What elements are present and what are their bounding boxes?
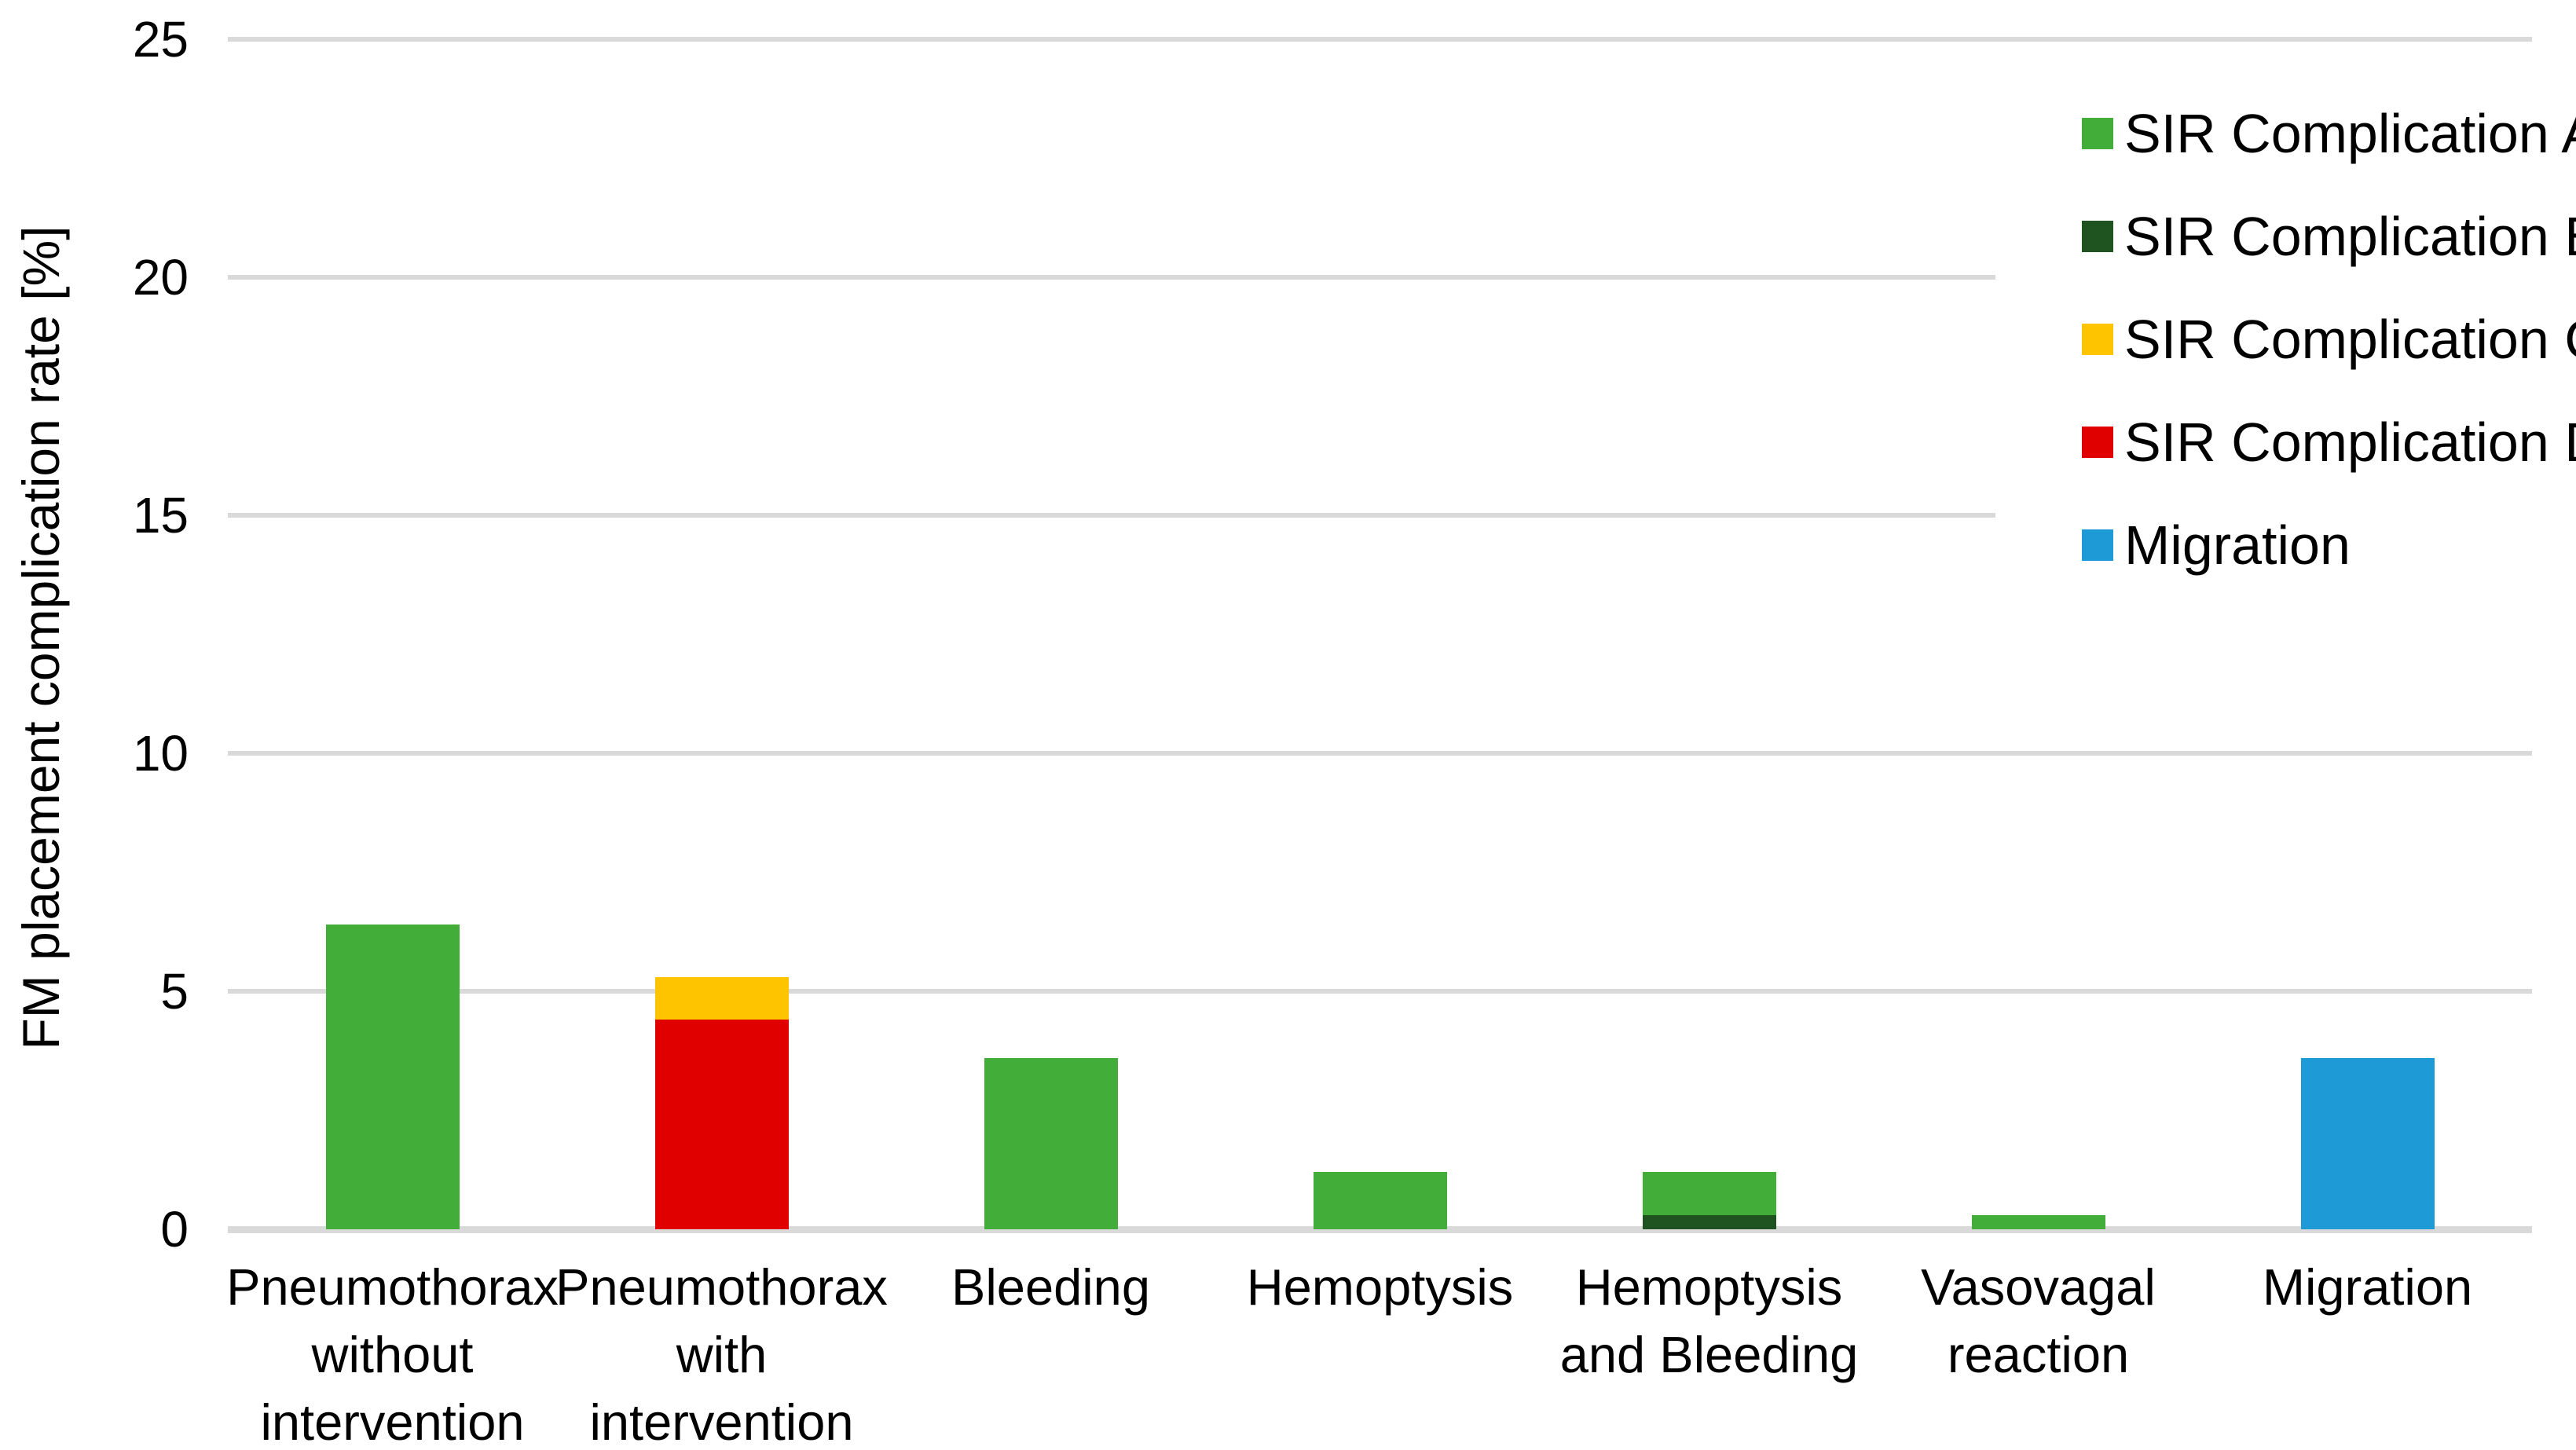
x-category-label: Hemoptysis and Bleeding [1559,1258,1859,1383]
x-category-label: Bleeding [951,1258,1150,1316]
legend: SIR Complication A SIR Complication B SIR … [1995,55,2576,621]
y-tick-label: 20 [132,249,189,306]
y-tick-label: 0 [160,1201,189,1258]
legend-item: SIR Complication A [2082,106,2576,161]
legend-label: SIR Complication A [2124,103,2576,164]
bar-segment [2300,1057,2435,1229]
gridline [228,37,2532,42]
gridline [228,751,2532,756]
legend-label: SIR Complication D [2124,412,2576,473]
bar-segment [1642,1172,1776,1215]
legend-item: SIR Complication B [2082,209,2576,264]
x-category-label: Vasovagal reaction [1921,1258,2156,1383]
gridline [228,513,2532,518]
legend-label: SIR Complication C [2124,309,2576,370]
legend-swatch [2082,427,2113,458]
x-category-label: Migration [2262,1258,2473,1316]
y-axis-title: FM placement complication rate [%] [12,225,70,1050]
y-tick-label: 25 [132,11,189,68]
legend-label: Migration [2124,514,2351,576]
gridline [228,275,2532,280]
legend-label: SIR Complication B [2124,206,2576,267]
y-tick-label: 15 [132,487,189,544]
x-axis-line [228,1225,2532,1233]
gridline [228,989,2532,994]
bar-segment [654,1020,789,1229]
bar-segment [984,1057,1118,1229]
legend-swatch [2082,529,2113,561]
legend-swatch [2082,221,2113,252]
legend-item: Migration [2082,518,2351,573]
bar-segment [1971,1214,2105,1229]
legend-item: SIR Complication D [2082,415,2576,470]
y-tick-label: 10 [132,725,189,782]
y-tick-label: 5 [160,963,189,1020]
x-category-label: Hemoptysis [1246,1258,1514,1316]
legend-item: SIR Complication C [2082,312,2576,367]
x-category-label: Pneumothorax without intervention [226,1258,559,1450]
bar-segment [1313,1172,1447,1229]
bar-segment [325,925,460,1229]
bar-segment [654,976,789,1020]
bar-segment [1642,1214,1776,1229]
legend-swatch [2082,118,2113,149]
x-category-label: Pneumothorax with intervention [555,1258,888,1450]
legend-swatch [2082,324,2113,355]
